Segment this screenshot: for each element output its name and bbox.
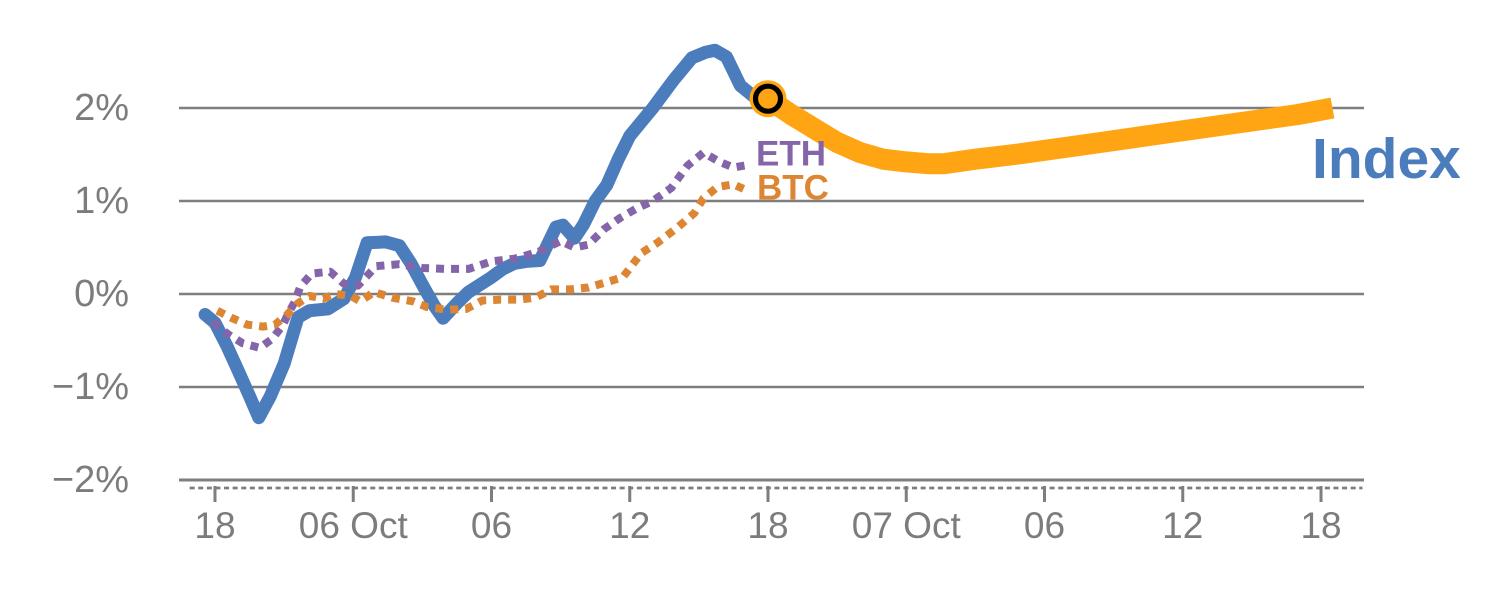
x-tick-label: 07 Oct	[852, 505, 962, 546]
x-tick-label: 06 Oct	[299, 505, 409, 546]
series-label-btc: BTC	[757, 169, 829, 208]
x-tick-label: 12	[609, 505, 650, 546]
y-tick-label: 2%	[74, 87, 129, 129]
x-tick-label: 18	[194, 505, 235, 546]
x-tick-label: 12	[1162, 505, 1203, 546]
y-tick-label: −1%	[52, 366, 129, 408]
x-tick-label: 06	[1024, 505, 1065, 546]
y-tick-label: −2%	[52, 459, 129, 501]
x-tick-label: 18	[747, 505, 788, 546]
y-tick-label: 0%	[74, 273, 129, 315]
x-tick-label: 18	[1300, 505, 1341, 546]
x-tick-label: 06	[471, 505, 512, 546]
y-tick-label: 1%	[74, 180, 129, 222]
series-index-forecast-line	[762, 90, 1335, 175]
series-label-eth: ETH	[756, 135, 826, 174]
series-index-line	[198, 43, 775, 425]
series-label-index: Index	[1312, 127, 1461, 191]
series-eth-line	[210, 148, 751, 352]
series-btc-line	[215, 180, 752, 331]
current-point-marker-ring	[752, 83, 784, 114]
